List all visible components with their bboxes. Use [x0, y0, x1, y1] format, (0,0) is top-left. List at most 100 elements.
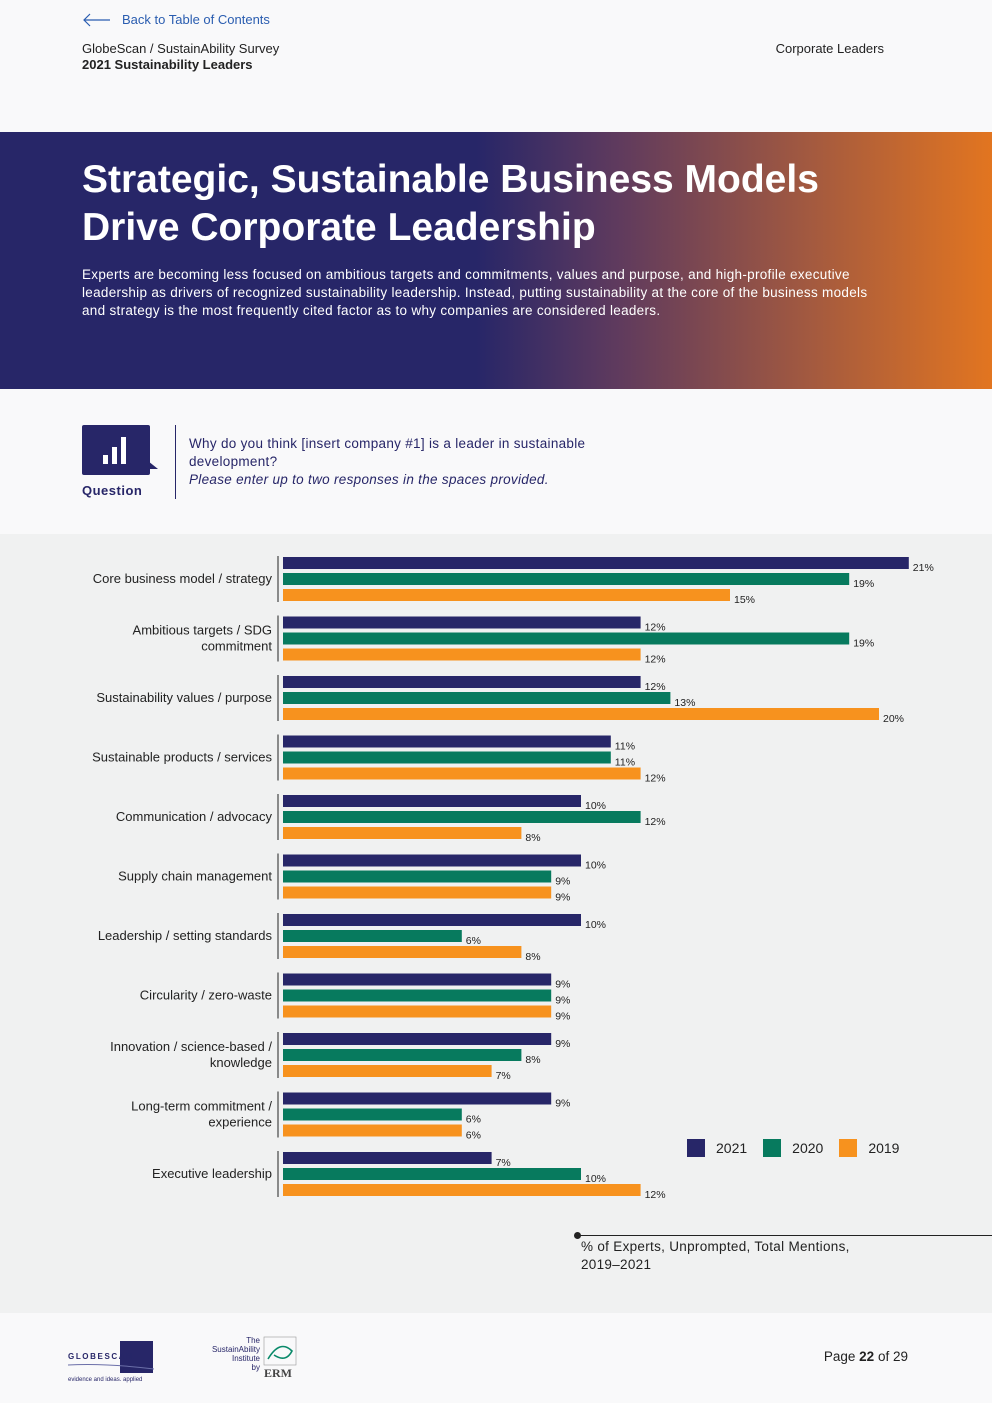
si-line-1: The [246, 1336, 260, 1345]
bar-2020 [283, 1108, 462, 1121]
data-label-2020: 11% [615, 757, 635, 769]
data-label-2019: 9% [555, 892, 570, 904]
category-group: Core business model / strategy 21% 19% 15% [93, 556, 934, 606]
bar-2021 [283, 1033, 552, 1045]
bar-2021 [283, 973, 552, 986]
category-group: Long-term commitment /experience 9% 6% 6% [131, 1091, 570, 1142]
category-label: Sustainable products / services [92, 750, 272, 765]
si-line-4: by [252, 1363, 260, 1372]
page-number: Page 22 of 29 [824, 1349, 908, 1364]
bar-2020 [283, 573, 850, 585]
data-label-2019: 6% [466, 1130, 481, 1142]
question-label: Question [82, 483, 143, 498]
legend-swatch-2021 [687, 1139, 705, 1157]
bar-2021 [283, 557, 909, 569]
data-label-2021: 21% [913, 562, 934, 574]
bar-2019 [283, 827, 522, 839]
data-label-2020: 9% [555, 876, 570, 888]
chart-note: % of Experts, Unprompted, Total Mentions… [581, 1238, 901, 1274]
data-label-2020: 6% [466, 1114, 481, 1126]
chart-section: Core business model / strategy 21% 19% 15% A… [0, 534, 992, 1313]
legend-label-2020: 2020 [792, 1140, 824, 1156]
category-group: Executive leadership 7% 10% 12% [152, 1151, 666, 1201]
data-label-2021: 9% [555, 1038, 570, 1050]
data-label-2019: 8% [525, 832, 540, 844]
bar-chart: Core business model / strategy 21% 19% 15% A… [92, 556, 934, 1201]
question-section: Question Why do you think [insert compan… [0, 389, 992, 534]
si-line-2: SustainAbility [212, 1345, 260, 1354]
title-line-2: Drive Corporate Leadership [82, 206, 596, 249]
bar-2020 [283, 751, 611, 764]
report-name: 2021 Sustainability Leaders [82, 57, 253, 72]
bar-2019 [283, 589, 730, 601]
bar-2019 [283, 1005, 552, 1018]
page-header: Back to Table of Contents GlobeScan / Su… [0, 0, 992, 132]
data-label-2021: 12% [645, 681, 666, 693]
page-title: Strategic, Sustainable Business Models D… [82, 156, 942, 252]
bar-2021 [283, 854, 581, 867]
category-group: Supply chain management 10% 9% 9% [118, 853, 606, 904]
data-label-2020: 10% [585, 1173, 606, 1185]
category-label: Communication / advocacy [116, 809, 273, 824]
category-group: Communication / advocacy 10% 12% 8% [116, 794, 666, 844]
category-group: Leadership / setting standards 10% 6% 8% [98, 913, 606, 963]
category-label: knowledge [210, 1055, 272, 1070]
legend-swatch-2020 [763, 1139, 782, 1157]
bar-2021 [283, 1092, 552, 1105]
data-label-2019: 9% [555, 1011, 570, 1023]
category-label: Long-term commitment / [131, 1099, 272, 1114]
data-label-2019: 8% [525, 951, 540, 963]
legend-label-2021: 2021 [716, 1140, 748, 1156]
category-group: Sustainable products / services 11% 11% 12% [92, 734, 666, 785]
bar-2019 [283, 946, 522, 958]
data-label-2019: 12% [645, 773, 666, 785]
survey-name: GlobeScan / SustainAbility Survey [82, 41, 280, 56]
category-group: Innovation / science-based /knowledge 9% 8… [110, 1032, 570, 1082]
data-label-2019: 20% [883, 713, 904, 725]
bar-2019 [283, 1124, 462, 1137]
data-label-2020: 9% [555, 995, 570, 1007]
category-label: Leadership / setting standards [98, 928, 273, 943]
question-instruction: Please enter up to two responses in the … [189, 472, 549, 487]
bar-2020 [283, 930, 462, 942]
section-name: Corporate Leaders [775, 41, 884, 56]
back-to-toc-link[interactable]: Back to Table of Contents [82, 12, 270, 27]
bar-2020 [283, 692, 671, 704]
bar-2021 [283, 914, 581, 926]
globescan-tagline: evidence and ideas. applied [68, 1377, 142, 1383]
data-label-2021: 10% [585, 800, 606, 812]
data-label-2019: 12% [645, 1189, 666, 1201]
bar-2020 [283, 989, 552, 1002]
legend-item-2019: 2019 [839, 1139, 899, 1157]
category-label: Executive leadership [152, 1166, 272, 1181]
hero-banner: Strategic, Sustainable Business Models D… [0, 132, 992, 389]
category-label: Innovation / science-based / [110, 1039, 272, 1054]
page-current: 22 [859, 1349, 875, 1364]
category-label: Circularity / zero-waste [140, 988, 272, 1003]
question-text: Why do you think [insert company #1] is … [189, 435, 649, 489]
question-prompt: Why do you think [insert company #1] is … [189, 436, 586, 469]
bar-2020 [283, 1168, 581, 1180]
data-label-2020: 13% [674, 697, 695, 709]
category-label: Supply chain management [118, 869, 272, 884]
data-label-2020: 19% [853, 578, 874, 590]
data-label-2021: 10% [585, 860, 606, 872]
category-label: Sustainability values / purpose [96, 690, 272, 705]
legend-item-2021: 2021 [687, 1139, 747, 1157]
bar-chart-icon [82, 425, 158, 475]
bar-2020 [283, 1049, 522, 1061]
si-line-3: Institute [232, 1354, 261, 1363]
page-footer: GLOBESCAN evidence and ideas. applied Th… [0, 1313, 992, 1403]
legend-item-2020: 2020 [763, 1139, 823, 1157]
category-label: Ambitious targets / SDG [133, 623, 272, 638]
data-label-2020: 6% [466, 935, 481, 947]
sustainability-institute-logo: The SustainAbility Institute by ERM [212, 1336, 297, 1380]
note-line-1: % of Experts, Unprompted, Total Mentions… [581, 1239, 850, 1254]
bar-2021 [283, 616, 641, 629]
bar-2020 [283, 870, 552, 883]
bar-2019 [283, 648, 641, 661]
data-label-2019: 12% [645, 654, 666, 666]
back-link-label[interactable]: Back to Table of Contents [122, 12, 270, 27]
data-label-2021: 7% [496, 1157, 511, 1169]
